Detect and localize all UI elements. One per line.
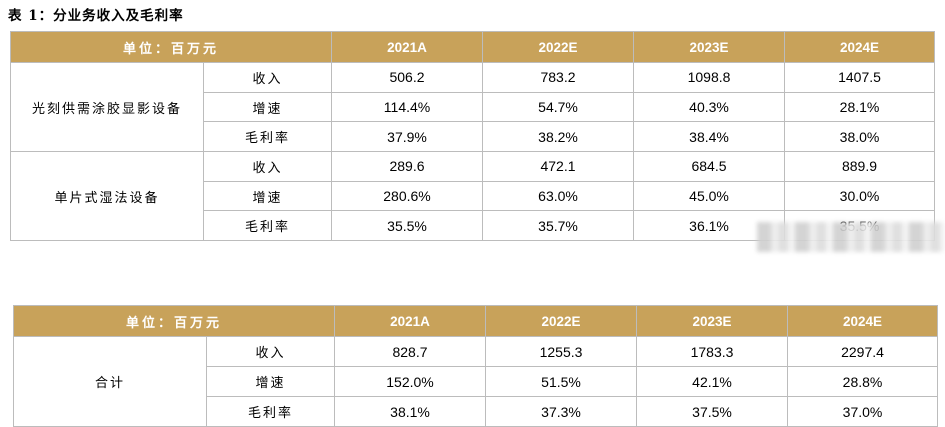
value-cell: 37.9% [331, 121, 484, 153]
metric-label: 收入 [202, 62, 333, 93]
metric-label: 收入 [205, 336, 336, 367]
value-cell: 63.0% [482, 180, 635, 212]
header-row: 单位：百万元 2021A 2022E 2023E 2024E [9, 31, 936, 63]
table-row: 毛利率 37.9% 38.2% 38.4% 38.0% [11, 121, 936, 153]
metric-label: 增速 [205, 366, 336, 397]
metric-label: 增速 [202, 91, 333, 123]
header-row: 单位：百万元 2021A 2022E 2023E 2024E [12, 305, 939, 337]
value-cell: 472.1 [482, 151, 635, 182]
metric-label: 毛利率 [202, 210, 333, 242]
value-cell: 783.2 [482, 62, 635, 93]
total-revenue-table: 单位：百万元 2021A 2022E 2023E 2024E 合计 收入 828… [12, 305, 939, 427]
value-cell: 38.4% [633, 121, 786, 153]
year-header: 2022E [482, 31, 635, 63]
table-title: 表 1：分业务收入及毛利率 [8, 8, 184, 24]
unit-header: 单位：百万元 [9, 31, 333, 63]
value-cell: 289.6 [331, 151, 484, 182]
metric-label: 增速 [202, 180, 333, 212]
value-cell: 152.0% [334, 366, 487, 397]
value-cell: 40.3% [633, 91, 786, 123]
value-cell: 506.2 [331, 62, 484, 93]
value-cell: 38.2% [482, 121, 635, 153]
value-cell: 28.8% [787, 366, 939, 397]
value-cell: 828.7 [334, 336, 487, 367]
table-row: 合计 收入 828.7 1255.3 1783.3 2297.4 [13, 336, 939, 427]
value-cell: 684.5 [633, 151, 786, 182]
value-cell: 51.5% [485, 366, 638, 397]
value-cell: 42.1% [636, 366, 789, 397]
value-cell: 35.5% [331, 210, 484, 242]
year-header: 2021A [334, 305, 487, 337]
value-cell: 45.0% [633, 180, 786, 212]
watermark-overlay [757, 222, 945, 252]
table-row: 光刻供需涂胶显影设备 收入 506.2 783.2 1098.8 1407.5 [10, 61, 936, 153]
value-cell: 37.3% [485, 396, 638, 427]
value-cell: 30.0% [784, 180, 936, 212]
value-cell: 1255.3 [485, 336, 638, 367]
segment-label: 光刻供需涂胶显影设备 [10, 61, 204, 153]
value-cell: 280.6% [331, 180, 484, 212]
segment-label: 单片式湿法设备 [10, 151, 204, 242]
year-header: 2024E [784, 31, 936, 63]
year-header: 2023E [633, 31, 786, 63]
value-cell: 37.0% [787, 396, 939, 427]
table-row: 增速 280.6% 63.0% 45.0% 30.0% [11, 180, 936, 212]
value-cell: 889.9 [784, 151, 936, 182]
year-header: 2024E [787, 305, 939, 337]
value-cell: 35.7% [482, 210, 635, 242]
year-header: 2023E [636, 305, 789, 337]
year-header: 2022E [485, 305, 638, 337]
year-header: 2021A [331, 31, 484, 63]
value-cell: 37.5% [636, 396, 789, 427]
unit-header: 单位：百万元 [12, 305, 336, 337]
table-row: 增速 114.4% 54.7% 40.3% 28.1% [11, 91, 936, 123]
value-cell: 28.1% [784, 91, 936, 123]
value-cell: 54.7% [482, 91, 635, 123]
segment-revenue-table: 单位：百万元 2021A 2022E 2023E 2024E 光刻供需涂胶显影设… [9, 31, 936, 242]
value-cell: 1407.5 [784, 62, 936, 93]
value-cell: 38.1% [334, 396, 487, 427]
table-row: 增速 152.0% 51.5% 42.1% 28.8% [14, 366, 939, 397]
value-cell: 114.4% [331, 91, 484, 123]
value-cell: 2297.4 [787, 336, 939, 367]
value-cell: 1783.3 [636, 336, 789, 367]
metric-label: 毛利率 [205, 396, 336, 427]
table-row: 单片式湿法设备 收入 289.6 472.1 684.5 889.9 [10, 151, 936, 242]
metric-label: 毛利率 [202, 121, 333, 153]
metric-label: 收入 [202, 151, 333, 182]
segment-label: 合计 [13, 336, 207, 427]
value-cell: 1098.8 [633, 62, 786, 93]
value-cell: 38.0% [784, 121, 936, 153]
